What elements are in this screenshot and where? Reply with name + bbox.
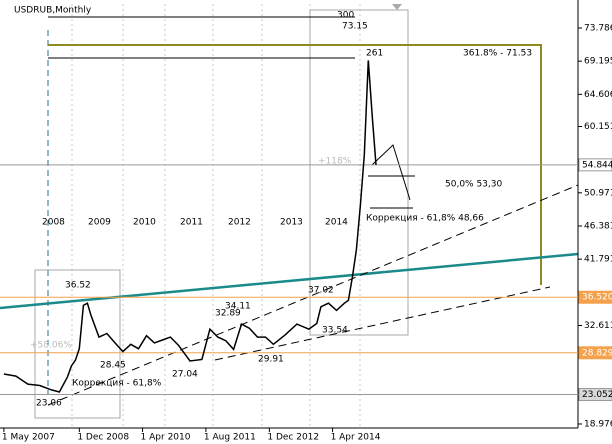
annotation: 361.8% - 71.53 <box>463 49 532 59</box>
annotation: 300 <box>337 11 354 21</box>
y-tick-label: 46.381 <box>584 221 612 231</box>
annotation: 27.04 <box>172 370 198 380</box>
price-level-box <box>578 290 612 304</box>
price-level-box <box>578 158 612 172</box>
annotation: 29.91 <box>258 355 284 365</box>
annotation: 28.45 <box>100 361 126 371</box>
year-label: 2008 <box>42 218 65 228</box>
box <box>309 9 409 336</box>
annotation: 50,0% 53,30 <box>445 180 502 190</box>
annotation: Коррекция - 61,8% 48,66 <box>366 214 484 224</box>
fibo-expansion <box>48 44 542 285</box>
x-tick-label: 1 Dec 2012 <box>267 433 319 443</box>
annotation: 37.02 <box>308 286 334 296</box>
year-label: 2011 <box>180 218 203 228</box>
trend-line <box>0 252 579 310</box>
price-level-label: 36.520 <box>582 293 612 303</box>
marker <box>392 4 402 10</box>
annotation: 32.89 <box>215 309 241 319</box>
year-label: 2009 <box>88 218 111 228</box>
projection <box>371 144 411 201</box>
y-tick-label: 64.606 <box>584 90 612 100</box>
price-level-label: 23.052 <box>582 390 612 400</box>
x-tick-label: 1 May 2007 <box>2 433 55 443</box>
price-level-label: 28.829 <box>582 348 612 358</box>
price-level-label: 54.844 <box>582 160 612 170</box>
x-tick-label: 1 Aug 2011 <box>204 433 256 443</box>
year-label: 2012 <box>228 218 251 228</box>
x-tick-label: 1 Dec 2008 <box>77 433 129 443</box>
y-tick-label: 73.786 <box>584 23 612 33</box>
annotation: 34.11 <box>225 302 251 312</box>
year-label: 2013 <box>280 218 303 228</box>
annotation: 261 <box>366 49 383 59</box>
y-tick-label: 50.971 <box>584 188 612 198</box>
y-tick-label: 60.151 <box>584 122 612 132</box>
box <box>34 269 121 419</box>
year-label: 2014 <box>325 218 348 228</box>
annotation: Коррекция - 61,8% <box>72 379 162 389</box>
annotation: 36.52 <box>65 281 91 291</box>
annotation: 33.54 <box>322 326 348 336</box>
price-level-box <box>578 346 612 360</box>
price-level-box <box>578 388 612 402</box>
annotation: 73.15 <box>342 22 368 32</box>
drawings <box>0 4 579 428</box>
y-tick-label: 69.195 <box>584 57 612 67</box>
chart-title: USDRUB,Monthly <box>14 6 92 16</box>
y-tick-label: 41.791 <box>584 255 612 265</box>
channel-line <box>47 184 579 406</box>
y-tick-label: 18.976 <box>584 419 612 429</box>
x-tick-label: 1 Apr 2010 <box>141 433 191 443</box>
annotation: +118% <box>318 157 352 167</box>
year-label: 2010 <box>133 218 156 228</box>
x-tick-label: 1 Apr 2014 <box>331 433 381 443</box>
annotation: 23.06 <box>36 399 62 409</box>
y-tick-label: 32.611 <box>584 321 612 331</box>
annotation: +58.06% <box>30 341 72 351</box>
channel-line <box>214 286 551 361</box>
price-line <box>3 60 377 393</box>
